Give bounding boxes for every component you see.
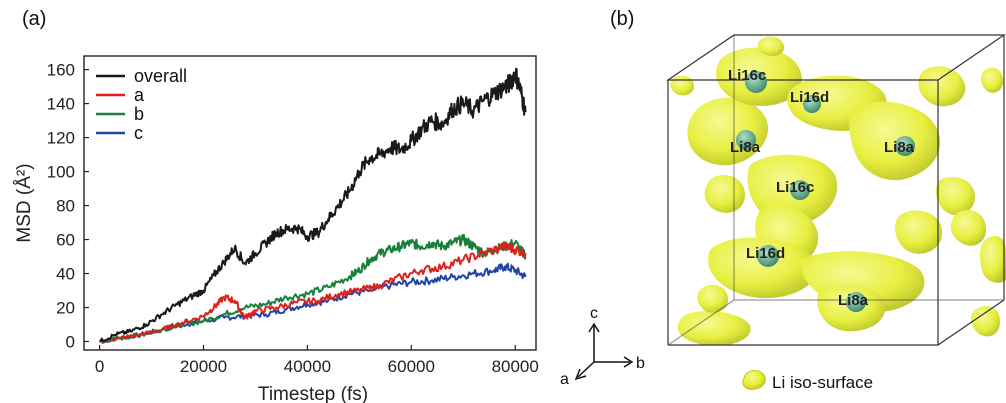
site-labels: Li16c Li16d Li8a Li8a Li16c Li16d Li8a bbox=[728, 67, 915, 309]
site-label-li16c-top: Li16c bbox=[728, 67, 766, 84]
x-tick-label: 60000 bbox=[388, 357, 435, 376]
msd-chart: 0 20 40 60 80 100 120 140 160 0 20000 40000 60000 80… bbox=[14, 55, 539, 403]
site-label-li8a-bottom: Li8a bbox=[838, 292, 869, 309]
iso-surface-legend: Li iso-surface bbox=[742, 369, 873, 392]
legend-label-overall: overall bbox=[134, 66, 187, 86]
iso-surface-legend-label: Li iso-surface bbox=[772, 373, 873, 392]
y-tick-label: 0 bbox=[66, 333, 75, 352]
series-line-overall bbox=[99, 67, 527, 343]
y-axis-title: MSD (Å²) bbox=[14, 163, 35, 242]
x-tick-label: 80000 bbox=[492, 357, 539, 376]
atom-li16d-top bbox=[803, 95, 821, 113]
y-tick-label: 60 bbox=[56, 231, 75, 250]
legend-label-b: b bbox=[134, 104, 144, 124]
site-label-li8a-right: Li8a bbox=[884, 139, 915, 156]
panel-b-label: (b) bbox=[610, 8, 635, 30]
b-axis-arrowhead bbox=[623, 356, 634, 368]
panel-a-label: (a) bbox=[22, 8, 47, 30]
site-label-li8a-left: Li8a bbox=[730, 139, 761, 156]
y-tick-label: 100 bbox=[47, 163, 75, 182]
site-label-li16d-mid: Li16d bbox=[746, 245, 785, 262]
series-lines bbox=[98, 67, 527, 344]
site-label-li16d-top: Li16d bbox=[790, 89, 829, 106]
atom-li8a-right bbox=[895, 136, 915, 156]
li-atoms bbox=[736, 71, 915, 312]
c-axis-label: c bbox=[590, 305, 598, 322]
site-label-li16c-mid: Li16c bbox=[776, 179, 814, 196]
x-axis-title: Timestep (fs) bbox=[258, 384, 368, 403]
y-axis-ticks: 0 20 40 60 80 100 120 140 160 bbox=[47, 61, 89, 352]
crystal-axes-indicator: c b a bbox=[560, 305, 645, 388]
atom-li8a-left bbox=[736, 130, 756, 150]
atom-li16d-mid bbox=[757, 245, 779, 267]
x-tick-label: 0 bbox=[95, 357, 104, 376]
unit-cell-box bbox=[666, 34, 1006, 346]
y-tick-label: 40 bbox=[56, 265, 75, 284]
a-axis-arrow bbox=[577, 361, 595, 378]
x-tick-label: 40000 bbox=[284, 357, 331, 376]
series-line-b bbox=[99, 234, 527, 343]
y-tick-label: 80 bbox=[56, 197, 75, 216]
a-axis-arrowhead bbox=[574, 368, 587, 381]
legend-label-a: a bbox=[134, 85, 145, 105]
x-tick-label: 20000 bbox=[180, 357, 227, 376]
y-tick-label: 20 bbox=[56, 299, 75, 318]
series-line-c bbox=[99, 262, 527, 344]
atom-li16c-mid bbox=[790, 180, 810, 200]
plot-frame bbox=[83, 55, 537, 351]
y-tick-label: 120 bbox=[47, 129, 75, 148]
x-axis-ticks: 0 20000 40000 60000 80000 bbox=[95, 345, 539, 376]
iso-surface-panel: Li16c Li16d Li8a Li8a Li16c Li16d Li8a L… bbox=[666, 34, 1006, 392]
atom-li8a-bottom bbox=[846, 292, 866, 312]
y-tick-label: 140 bbox=[47, 95, 75, 114]
atom-li16c-top bbox=[745, 71, 767, 93]
iso-surface-legend-icon bbox=[742, 369, 766, 390]
c-axis-arrowhead bbox=[588, 322, 600, 333]
b-axis-label: b bbox=[636, 355, 645, 372]
legend-label-c: c bbox=[134, 123, 143, 143]
series-line-a bbox=[98, 241, 527, 344]
a-axis-label: a bbox=[560, 371, 569, 388]
y-tick-label: 160 bbox=[47, 61, 75, 80]
